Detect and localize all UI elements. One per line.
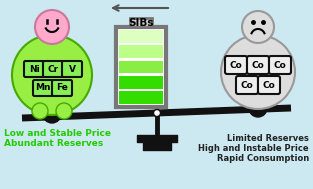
FancyBboxPatch shape [119,30,163,43]
FancyBboxPatch shape [43,61,63,77]
FancyBboxPatch shape [52,80,72,96]
Text: Ni: Ni [28,64,39,74]
Text: Co: Co [230,60,242,70]
FancyBboxPatch shape [119,61,163,73]
Circle shape [249,99,267,117]
Text: Rapid Consumption: Rapid Consumption [217,154,309,163]
Text: Abundant Reserves: Abundant Reserves [4,139,103,148]
Text: Fe: Fe [56,84,68,92]
Circle shape [56,103,72,119]
FancyBboxPatch shape [62,61,82,77]
Circle shape [221,35,295,109]
Text: Mn: Mn [35,84,51,92]
Circle shape [153,109,161,116]
FancyBboxPatch shape [119,91,163,104]
Text: Co: Co [263,81,275,90]
Text: V: V [69,64,75,74]
Text: Co: Co [252,60,264,70]
FancyBboxPatch shape [269,56,291,74]
Text: SIBs: SIBs [128,18,154,28]
Circle shape [35,10,69,44]
FancyBboxPatch shape [24,61,44,77]
FancyBboxPatch shape [247,56,269,74]
Text: Limited Reserves: Limited Reserves [227,134,309,143]
Circle shape [242,11,274,43]
Circle shape [43,105,61,123]
FancyBboxPatch shape [130,18,152,27]
FancyBboxPatch shape [258,76,280,94]
Text: Cr: Cr [48,64,59,74]
FancyBboxPatch shape [119,45,163,58]
Text: Low and Stable Price: Low and Stable Price [4,129,111,138]
FancyBboxPatch shape [119,76,163,89]
Text: Co: Co [241,81,254,90]
Text: Co: Co [274,60,286,70]
Circle shape [32,103,48,119]
FancyBboxPatch shape [225,56,247,74]
FancyBboxPatch shape [116,27,166,107]
FancyBboxPatch shape [33,80,53,96]
FancyBboxPatch shape [236,76,258,94]
Circle shape [12,35,92,115]
Text: High and Instable Price: High and Instable Price [198,144,309,153]
